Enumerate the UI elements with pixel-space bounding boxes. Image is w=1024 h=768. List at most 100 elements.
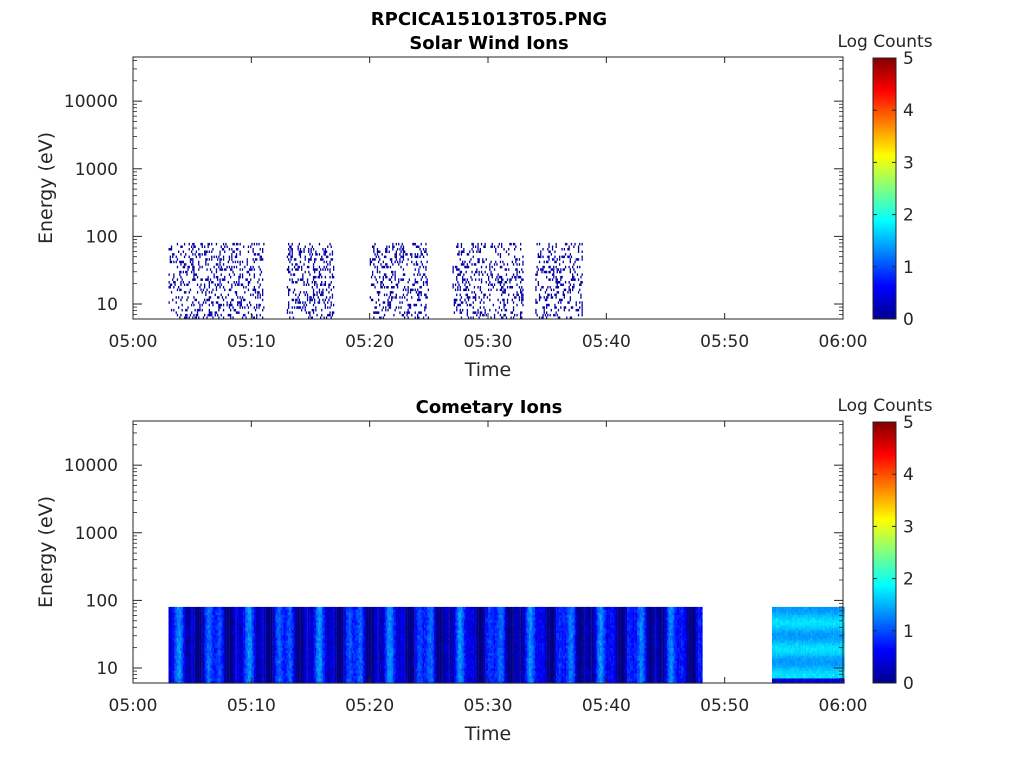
heatmap-cell [259,639,261,643]
heatmap-cell [245,662,247,666]
heatmap-cell [239,677,242,681]
heatmap-cell [479,306,481,309]
heatmap-cell [179,665,182,669]
heatmap-cell [184,639,186,643]
heatmap-cell [266,652,269,656]
heatmap-cell [168,639,171,643]
heatmap-cell [304,657,307,661]
heatmap-cell [188,675,190,679]
heatmap-cell [277,680,280,684]
heatmap-cell [211,291,213,294]
heatmap-cell [290,258,292,261]
heatmap-cell [284,627,287,631]
heatmap-cell [239,662,242,666]
heatmap-cell [300,655,303,659]
heatmap-cell [293,612,296,616]
heatmap-cell [174,675,176,679]
heatmap-cell [182,281,184,284]
heatmap-cell [266,655,269,659]
heatmap-cell [320,268,322,271]
heatmap-cell [518,258,521,261]
heatmap-cell [554,306,556,309]
heatmap-cell [260,255,263,259]
heatmap-cell [272,609,274,613]
heatmap-cell [259,645,261,649]
heatmap-cell [199,632,202,636]
heatmap-cell [557,286,560,289]
heatmap-cell [240,670,243,674]
heatmap-cell [297,248,299,251]
heatmap-cell [239,301,241,304]
heatmap-cell [200,283,202,286]
heatmap-cell [250,612,253,616]
heatmap-cell [169,652,172,656]
heatmap-cell [202,612,205,616]
heatmap-cell [238,655,240,659]
heatmap-cell [184,680,186,684]
heatmap-cell [211,619,213,623]
heatmap-cell [258,253,260,256]
heatmap-cell [316,291,318,294]
heatmap-cell [233,657,236,661]
heatmap-cell [269,629,271,633]
heatmap-cell [283,639,286,643]
heatmap-cell [202,652,205,656]
heatmap-cell [477,286,479,289]
heatmap-cell [262,639,264,643]
heatmap-cell [223,665,226,669]
heatmap-cell [249,629,251,633]
heatmap-cell [242,660,244,664]
heatmap-cell [222,655,225,659]
heatmap-cell [238,662,240,666]
heatmap-cell [297,665,300,669]
heatmap-cell [563,306,565,309]
heatmap-cell [262,675,264,679]
heatmap-cell [262,677,264,681]
heatmap-cell [168,286,170,289]
heatmap-cell [279,652,281,656]
heatmap-cell [548,245,550,248]
heatmap-cell [374,253,376,256]
heatmap-cell [318,301,321,304]
heatmap-cell [218,612,220,616]
heatmap-cell [550,253,552,256]
heatmap-cell [557,316,560,319]
heatmap-cell [239,622,242,626]
heatmap-cell [171,677,173,681]
heatmap-cell [232,637,234,641]
heatmap-cell [277,665,280,669]
heatmap-cell [238,311,240,314]
heatmap-cell [201,634,203,638]
heatmap-cell [307,652,310,656]
heatmap-cell [245,655,247,659]
heatmap-cell [495,260,497,264]
heatmap-cell [535,298,537,302]
heatmap-cell [172,657,175,661]
heatmap-cell [255,677,257,681]
heatmap-cell [198,655,200,659]
heatmap-cell [536,313,538,317]
heatmap-cell [547,248,549,251]
heatmap-cell [270,606,273,610]
heatmap-cell [182,606,185,610]
heatmap-cell [304,642,307,646]
heatmap-cell [208,660,210,664]
heatmap-cell [383,273,386,276]
heatmap-cell [422,273,425,276]
heatmap-cell [185,677,188,681]
heatmap-cell [191,612,193,616]
heatmap-cell [273,614,276,618]
heatmap-cell [171,637,173,641]
heatmap-cell [217,301,219,304]
heatmap-cell [520,248,522,251]
heatmap-cell [273,672,276,676]
heatmap-cell [387,308,389,312]
heatmap-cell [249,655,251,659]
heatmap-cell [221,296,224,299]
heatmap-cell [192,612,195,616]
heatmap-cell [376,268,379,271]
heatmap-cell [230,288,232,292]
heatmap-cell [302,301,304,304]
heatmap-cell [178,672,180,676]
heatmap-cell [328,283,330,286]
